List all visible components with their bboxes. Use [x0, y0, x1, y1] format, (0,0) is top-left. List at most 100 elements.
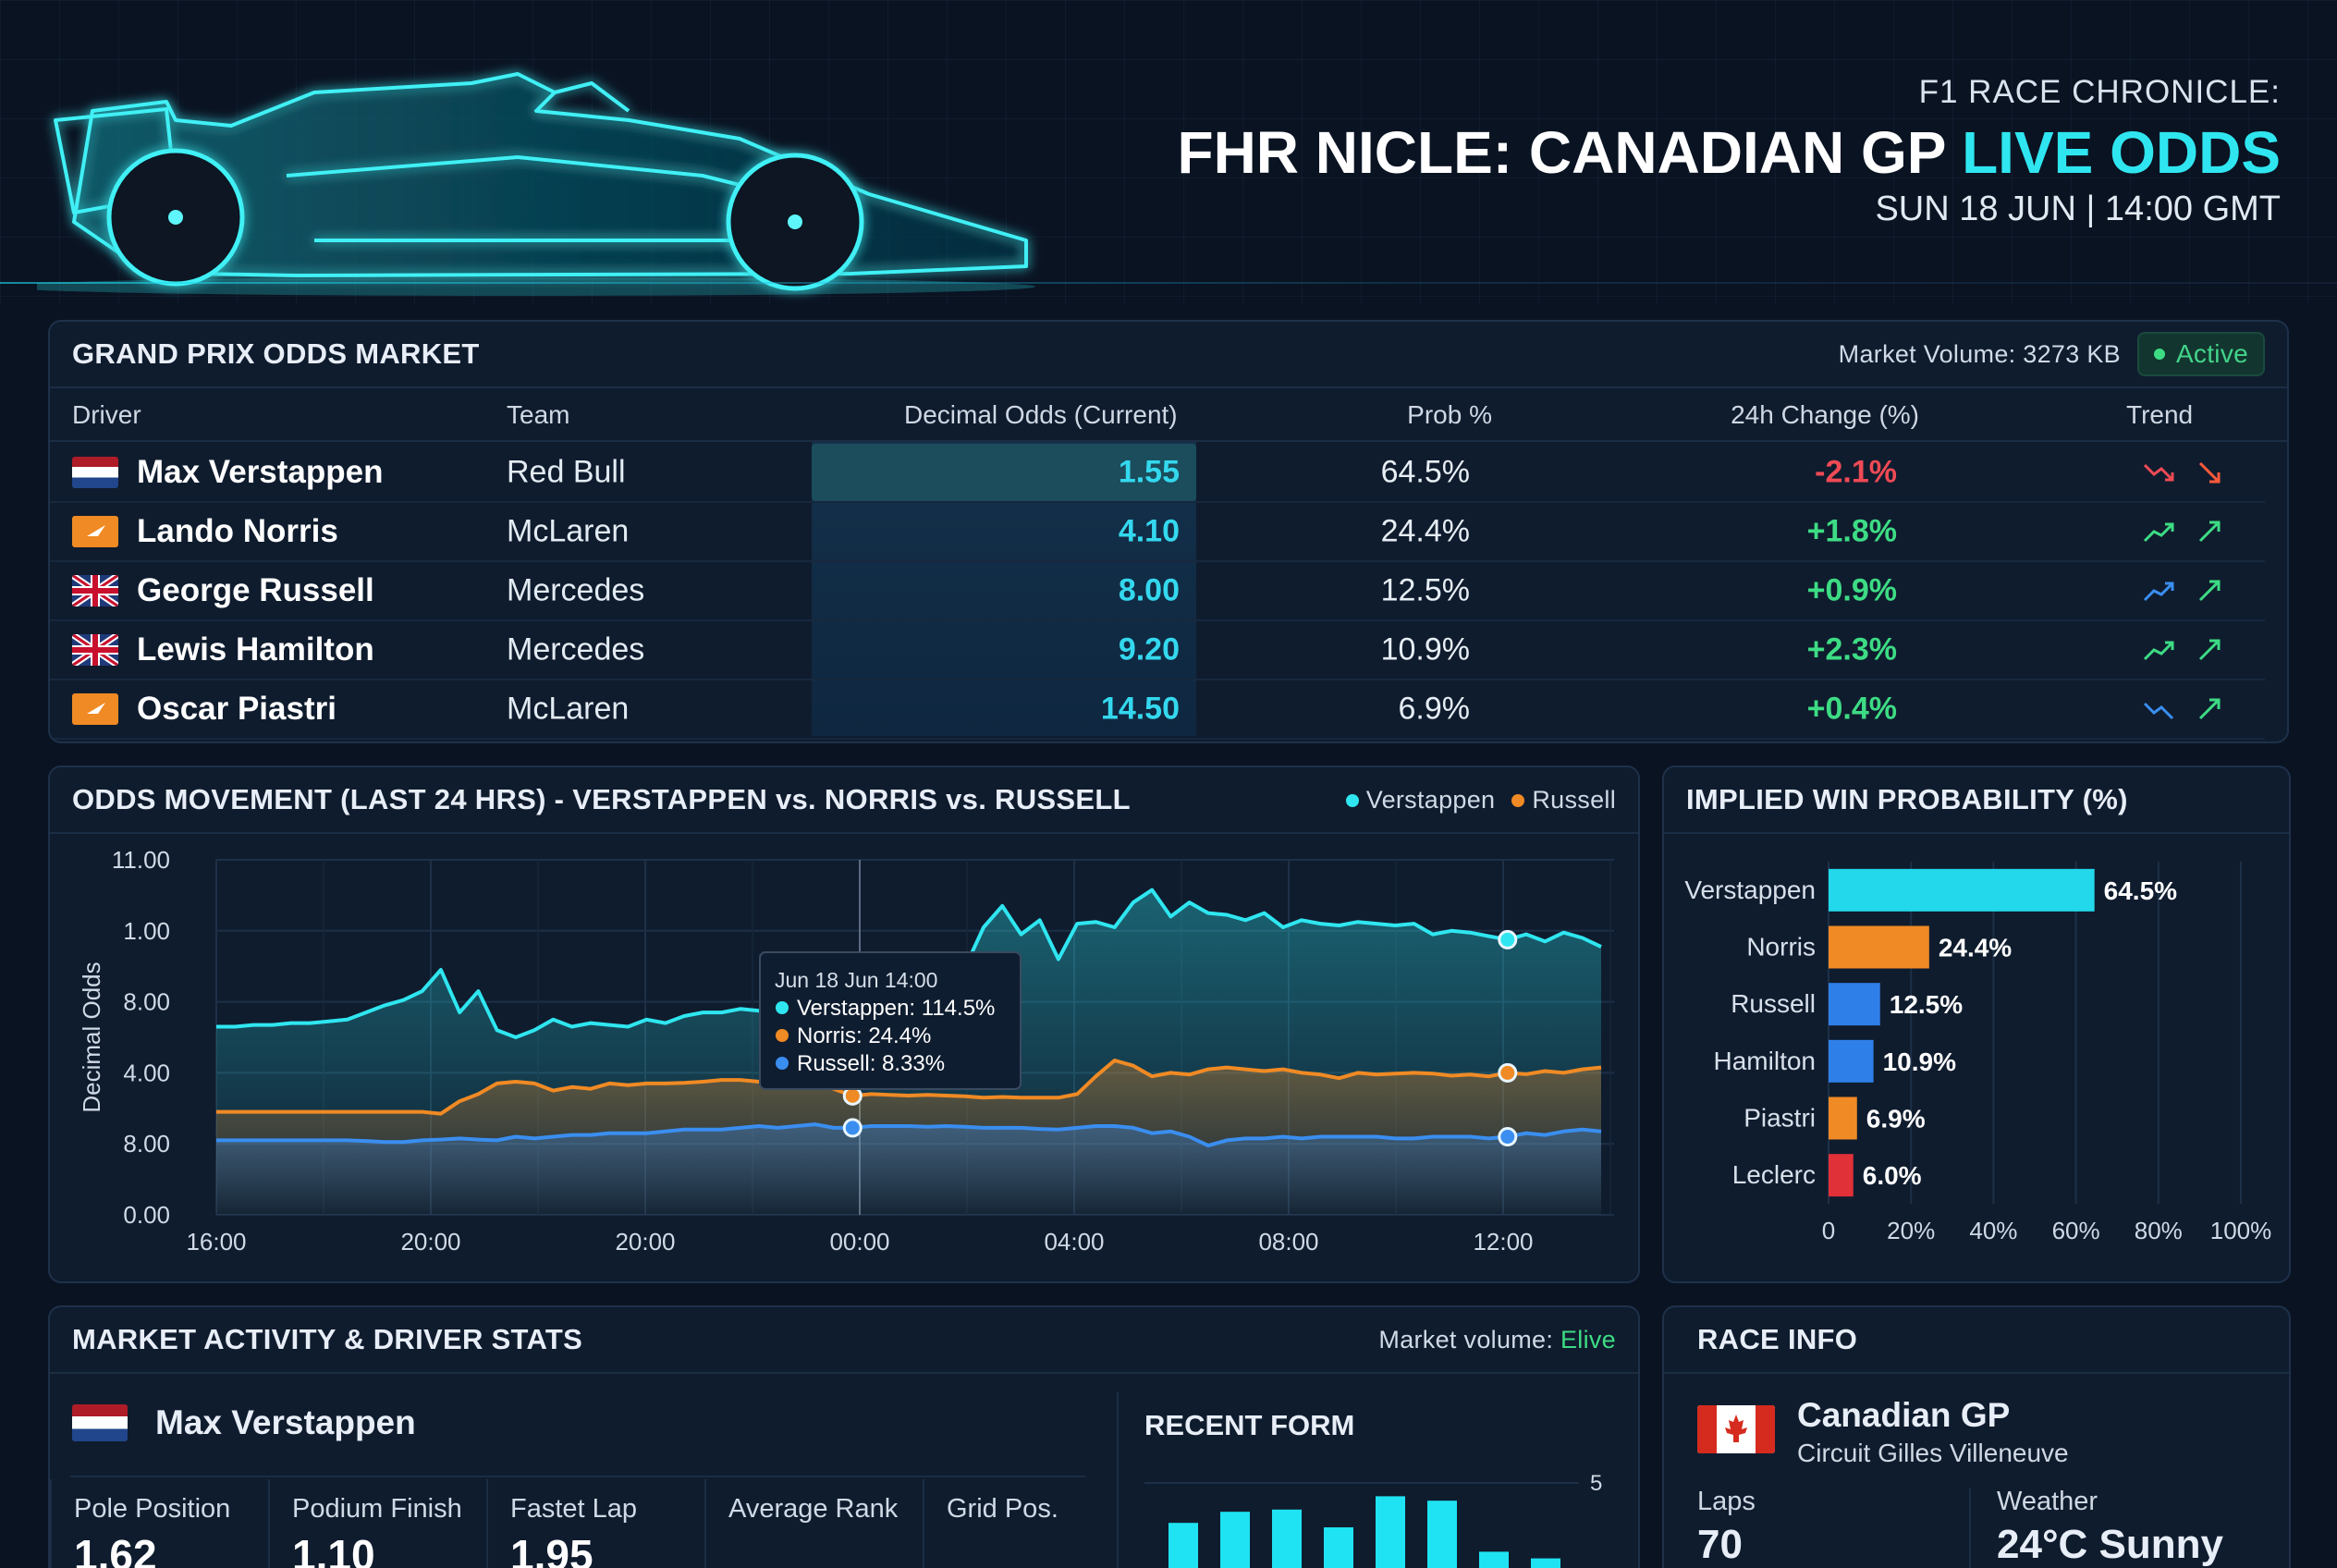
race-date: SUN 18 JUN | 14:00 GMT — [1875, 190, 2281, 228]
odds-table-row[interactable]: Lando Norris McLaren 4.10 24.4% +1.8% — [50, 503, 2265, 562]
stat-label: Fastet Lap — [510, 1494, 638, 1524]
col-driver[interactable]: Driver — [72, 400, 141, 429]
x-tick-label: 80% — [2135, 1217, 2183, 1244]
stat-podium-finish: Podium Finish 1.10 — [268, 1479, 486, 1568]
legend-verstappen[interactable]: Verstappen — [1345, 786, 1496, 815]
x-tick-label: 60% — [2052, 1217, 2100, 1244]
col-team[interactable]: Team — [507, 400, 570, 429]
col-prob[interactable]: Prob % — [1407, 400, 1492, 429]
tooltip-title: Jun 18 Jun 14:00 — [775, 968, 937, 992]
team-name: McLaren — [507, 513, 630, 549]
probability: 6.9% — [1398, 691, 1471, 727]
form-bar[interactable] — [1427, 1501, 1457, 1568]
race-info-title: RACE INFO — [1697, 1323, 1858, 1355]
trend-up-icon — [2143, 521, 2221, 543]
activity-divider — [1117, 1392, 1119, 1568]
bar-category-label: Leclerc — [1732, 1160, 1816, 1189]
col-trend[interactable]: Trend — [2126, 400, 2194, 429]
implied-probability-chart[interactable]: 0 20% 40% 60% 80% 100% Verstappen 64.5% Norris 24… — [1664, 834, 2291, 1283]
decimal-odds[interactable]: 14.50 — [1100, 691, 1180, 727]
driver-stats-name: Max Verstappen — [155, 1403, 416, 1441]
probability-bar[interactable] — [1829, 1154, 1854, 1197]
probability-bar[interactable] — [1829, 1039, 1874, 1083]
series-point-russell[interactable] — [842, 1118, 863, 1138]
trend-down-icon — [2143, 461, 2221, 484]
odds-table-row[interactable]: Max Verstappen Red Bull 1.55 64.5% -2.1% — [50, 444, 2265, 503]
form-bar[interactable] — [1272, 1509, 1302, 1568]
series-point-norris[interactable] — [1498, 1062, 1518, 1083]
y-tick-label: 4.00 — [123, 1059, 170, 1086]
odds-table-row[interactable]: George Russell Mercedes 8.00 12.5% +0.9% — [50, 562, 2265, 621]
decimal-odds[interactable]: 8.00 — [1118, 572, 1180, 608]
x-tick-label: 16:00 — [186, 1228, 246, 1256]
market-volume-label: Market Volume: 3273 KB — [1838, 339, 2121, 368]
race-info-panel: RACE INFO Canadian GP Circuit Gilles Vil… — [1662, 1305, 2291, 1568]
series-line-russell[interactable] — [216, 1122, 1602, 1148]
probability-bar[interactable] — [1829, 983, 1880, 1026]
change-24h: +0.4% — [1806, 691, 1897, 727]
odds-movement-chart[interactable]: 11.00 1.00 8.00 4.00 8.00 0.00 16:00 20:00 20:00… — [50, 834, 1640, 1283]
active-dot-icon — [2153, 349, 2165, 360]
form-bar[interactable] — [1479, 1551, 1509, 1568]
page-title: FHR NICLE: CANADIAN GP LIVE ODDS — [1177, 118, 2281, 187]
team-name: Mercedes — [507, 631, 645, 668]
probability-bar[interactable] — [1829, 868, 2095, 912]
form-bar[interactable] — [1376, 1496, 1405, 1568]
stat-label: Grid Pos. — [947, 1494, 1058, 1524]
stat-fastest-lap: Fastet Lap 1.95 — [486, 1479, 704, 1568]
form-bar[interactable] — [1324, 1527, 1353, 1568]
y-tick-label: 0.00 — [123, 1201, 170, 1229]
stat-label: Average Rank — [728, 1494, 899, 1524]
bar-category-label: Hamilton — [1714, 1047, 1816, 1075]
legend-dot-icon — [1511, 794, 1525, 808]
x-tick-label: 08:00 — [1258, 1228, 1318, 1256]
decimal-odds[interactable]: 4.10 — [1118, 513, 1180, 549]
stat-value: 1.95 — [510, 1531, 593, 1568]
bar-value-label: 10.9% — [1883, 1047, 1956, 1076]
form-bar[interactable] — [1531, 1558, 1560, 1568]
odds-market-panel: GRAND PRIX ODDS MARKET Market Volume: 32… — [48, 320, 2289, 743]
stat-label: Pole Position — [74, 1494, 231, 1524]
tooltip-dot-icon — [776, 1001, 789, 1014]
y-tick-label: 5 — [1590, 1471, 1602, 1496]
odds-table-row[interactable]: Lewis Hamilton Mercedes 9.20 10.9% +2.3% — [50, 621, 2265, 680]
status-badge[interactable]: Active — [2136, 332, 2265, 376]
stat-pole-position: Pole Position 1.62 — [50, 1479, 268, 1568]
bar-category-label: Verstappen — [1684, 876, 1816, 904]
stat-value: 1.10 — [292, 1531, 375, 1568]
form-bar[interactable] — [1220, 1512, 1250, 1568]
x-tick-label: 100% — [2210, 1217, 2272, 1244]
y-tick-label: 1.00 — [123, 917, 170, 945]
series-point-verstappen[interactable] — [1498, 929, 1518, 949]
recent-form-chart[interactable]: 5 — [1144, 1446, 1625, 1568]
page-title-main: FHR NICLE: CANADIAN GP — [1177, 119, 1963, 186]
col-decimal-odds[interactable]: Decimal Odds (Current) — [904, 400, 1178, 429]
market-activity-header: MARKET ACTIVITY & DRIVER STATS Market vo… — [50, 1307, 1638, 1374]
form-bar[interactable] — [1168, 1523, 1198, 1568]
tooltip-line: Verstappen: 114.5% — [797, 996, 995, 1021]
odds-table-row[interactable]: Oscar Piastri McLaren 14.50 6.9% +0.4% — [50, 680, 2265, 740]
market-activity-panel: MARKET ACTIVITY & DRIVER STATS Market vo… — [48, 1305, 1640, 1568]
driver-name: Oscar Piastri — [137, 691, 336, 727]
decimal-odds[interactable]: 9.20 — [1118, 631, 1180, 668]
tooltip-dot-icon — [776, 1029, 789, 1042]
series-point-russell[interactable] — [1498, 1127, 1518, 1147]
probability-bar[interactable] — [1829, 925, 1929, 969]
probability-bar[interactable] — [1829, 1096, 1857, 1140]
col-24h-change[interactable]: 24h Change (%) — [1731, 400, 1919, 429]
driver-name: Lewis Hamilton — [137, 631, 374, 668]
series-line-norris[interactable] — [216, 1059, 1602, 1116]
odds-top-cell-highlight — [812, 444, 1196, 501]
weather-label: Weather — [1997, 1487, 2098, 1516]
stats-divider — [70, 1476, 1085, 1477]
trend-up-icon — [2143, 639, 2221, 661]
header-divider — [0, 282, 2337, 284]
change-24h: +2.3% — [1806, 631, 1897, 668]
legend-russell[interactable]: Russell — [1511, 786, 1616, 815]
canada-flag-icon — [1697, 1405, 1775, 1453]
series-point-norris[interactable] — [842, 1085, 863, 1106]
y-tick-label: 11.00 — [112, 846, 170, 874]
bar-value-label: 12.5% — [1890, 990, 1963, 1019]
decimal-odds[interactable]: 1.55 — [1118, 454, 1180, 490]
chart-tooltip: Jun 18 Jun 14:00 Verstappen: 114.5%Norris… — [759, 951, 1022, 1090]
